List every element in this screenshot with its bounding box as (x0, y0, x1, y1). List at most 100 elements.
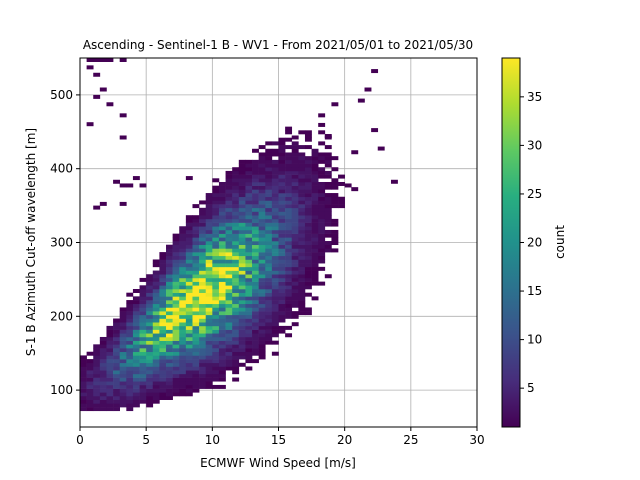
heatmap-cell (185, 351, 193, 356)
heatmap-cell (238, 229, 246, 234)
heatmap-cell (291, 285, 299, 290)
heatmap-cell (324, 185, 332, 190)
heatmap-cell (265, 226, 273, 231)
heatmap-cell (166, 270, 173, 275)
heatmap-cell (311, 241, 319, 246)
heatmap-cell (80, 407, 87, 412)
heatmap-cell (245, 252, 253, 257)
heatmap-cell (185, 381, 193, 386)
heatmap-cell (265, 314, 273, 319)
heatmap-cell (132, 300, 140, 305)
heatmap-cell (139, 384, 147, 389)
heatmap-cell (265, 303, 273, 308)
heatmap-cell (166, 336, 173, 341)
heatmap-cell (152, 381, 160, 386)
heatmap-cell (225, 296, 233, 301)
heatmap-cell (245, 185, 253, 190)
heatmap-cell (232, 178, 240, 183)
heatmap-cell (258, 333, 266, 338)
heatmap-cell (218, 229, 226, 234)
heatmap-cell (113, 381, 120, 386)
heatmap-cell (126, 336, 134, 341)
heatmap-cell (238, 215, 246, 220)
heatmap-cell (331, 229, 339, 234)
heatmap-cell (179, 274, 187, 279)
heatmap-cell (245, 351, 253, 356)
heatmap-cell (139, 381, 147, 386)
heatmap-cell (212, 274, 220, 279)
heatmap-cell (185, 281, 193, 286)
heatmap-cell (205, 303, 213, 308)
heatmap-cell (304, 281, 312, 286)
heatmap-cell (298, 152, 306, 157)
heatmap-cell (172, 285, 180, 290)
heatmap-cell (172, 336, 180, 341)
heatmap-cell (199, 248, 207, 253)
heatmap-cell (291, 152, 299, 157)
heatmap-cell (258, 244, 266, 249)
heatmap-cell (324, 156, 332, 161)
heatmap-cell (152, 396, 160, 400)
heatmap-cell (159, 366, 167, 371)
heatmap-cell (93, 399, 101, 404)
heatmap-cell (245, 340, 253, 345)
heatmap-cell (172, 255, 180, 260)
heatmap-cell (258, 307, 266, 312)
heatmap-cell (205, 255, 213, 260)
heatmap-cell (258, 204, 266, 209)
heatmap-cell (99, 348, 107, 353)
heatmap-cell (252, 274, 259, 279)
heatmap-cell (278, 329, 286, 334)
heatmap-cell (304, 277, 312, 282)
heatmap-cell (218, 244, 226, 249)
heatmap-cell (146, 348, 154, 353)
heatmap-cell (205, 333, 213, 338)
heatmap-cell (99, 355, 107, 360)
heatmap-cell (252, 241, 259, 246)
heatmap-cell (258, 340, 266, 345)
heatmap-cell (205, 296, 213, 301)
heatmap-cell (106, 384, 114, 389)
heatmap-cell (126, 373, 134, 378)
heatmap-cell (218, 259, 226, 264)
heatmap-cell (159, 373, 167, 378)
heatmap-cell (324, 170, 332, 175)
heatmap-cell (278, 318, 286, 323)
heatmap-cell (311, 167, 319, 172)
heatmap-cell (304, 285, 312, 290)
heatmap-cell (252, 207, 259, 212)
x-tick-label: 5 (142, 433, 150, 447)
heatmap-cell (271, 229, 279, 234)
heatmap-cell (166, 281, 173, 286)
heatmap-cell (146, 403, 154, 408)
heatmap-cell (185, 314, 193, 319)
heatmap-cell (93, 392, 101, 397)
heatmap-cell (192, 373, 200, 378)
heatmap-cell (271, 255, 279, 260)
heatmap-cell (232, 233, 240, 238)
heatmap-cell (113, 366, 120, 371)
heatmap-cell (245, 163, 253, 168)
heatmap-cell (106, 355, 114, 360)
heatmap-cell (311, 163, 319, 168)
heatmap-cell (265, 211, 273, 216)
heatmap-cell (172, 263, 180, 268)
heatmap-cell (106, 403, 114, 408)
x-axis-ticks: 0 5 10 15 20 25 30 (76, 427, 485, 447)
heatmap-cell (271, 263, 279, 268)
heatmap-cell (271, 174, 279, 179)
heatmap-cell (132, 366, 140, 371)
heatmap-cell (225, 366, 233, 371)
heatmap-cell (192, 285, 200, 290)
heatmap-cell (139, 288, 147, 293)
heatmap-cell (271, 318, 279, 323)
heatmap-cell (225, 329, 233, 334)
heatmap-cell (126, 399, 134, 404)
heatmap-cell (212, 300, 220, 305)
heatmap-cell (192, 229, 200, 234)
heatmap-cell (205, 318, 213, 323)
heatmap-cell (212, 215, 220, 220)
colorbar-tick-label: 25 (527, 187, 542, 201)
heatmap-cell (252, 311, 259, 316)
heatmap-cell (232, 281, 240, 286)
